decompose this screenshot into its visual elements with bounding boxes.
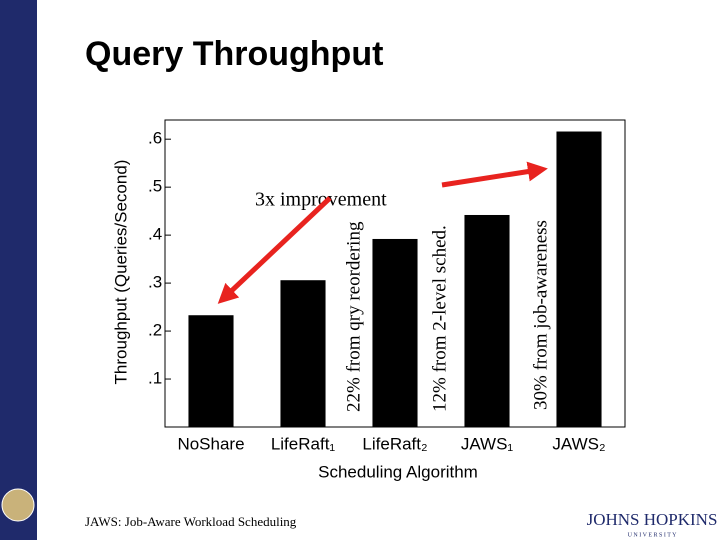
y-tick-label: .4 xyxy=(148,225,162,244)
bar xyxy=(556,131,602,427)
footer: JAWS: Job-Aware Workload Scheduling xyxy=(85,514,297,529)
y-axis-label: Throughput (Queries/Second) xyxy=(111,160,130,385)
y-tick-label: .3 xyxy=(148,273,162,292)
x-tick-label: JAWS₂ xyxy=(552,434,605,453)
marks: .1 .2 .3 .4 .5 .6 NoShare LifeRaft₁ LifeRaft₂ JAW… xyxy=(148,129,606,454)
arrow xyxy=(441,161,548,188)
bar xyxy=(188,315,234,427)
y-tick-label: .6 xyxy=(148,129,162,148)
logo-sub: U N I V E R S I T Y xyxy=(628,532,678,538)
logo: JOHNS HOPKINS xyxy=(587,510,718,529)
bar xyxy=(372,238,418,427)
x-tick-label: LifeRaft₁ xyxy=(271,434,336,453)
y-tick-label: .1 xyxy=(148,369,162,388)
annotation: 22% from qry reordering xyxy=(343,221,364,412)
annotation: 30% from job-awareness xyxy=(530,220,551,410)
x-axis-label: Scheduling Algorithm xyxy=(318,462,478,481)
side-bar xyxy=(0,0,37,540)
bar xyxy=(280,280,326,427)
x-tick-label: LifeRaft₂ xyxy=(362,434,427,453)
annotation: 3x improvement xyxy=(255,189,387,211)
bar xyxy=(464,214,510,427)
y-tick-label: .2 xyxy=(148,321,162,340)
y-tick-label: .5 xyxy=(148,177,162,196)
seal xyxy=(1,488,35,522)
annotation: 12% from 2-level sched. xyxy=(429,225,450,412)
arrow xyxy=(217,196,332,304)
x-tick-label: JAWS₁ xyxy=(461,434,514,453)
title: Query Throughput xyxy=(85,35,383,73)
x-tick-label: NoShare xyxy=(177,434,244,453)
